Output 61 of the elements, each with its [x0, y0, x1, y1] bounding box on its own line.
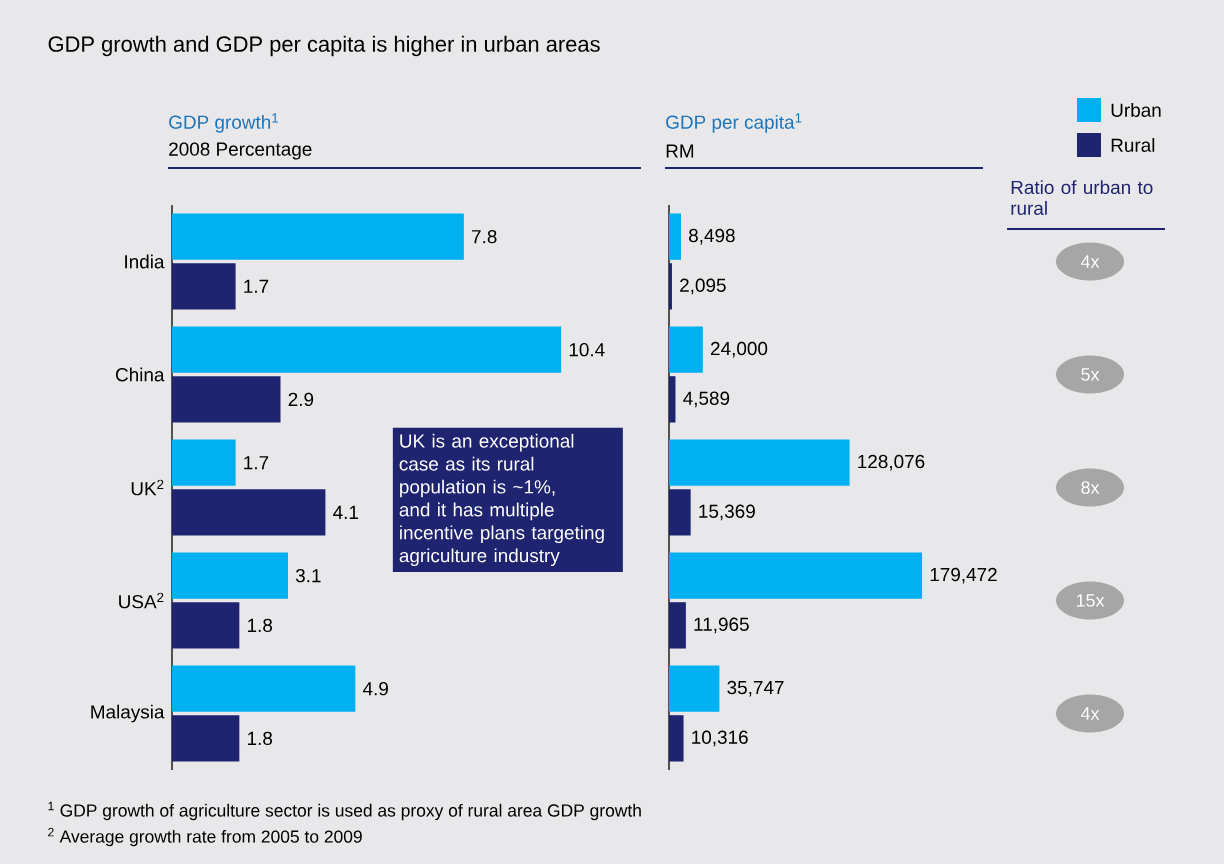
y-tick-label: UK$^{2}$	[131, 479, 164, 496]
data-label: 1.7	[244, 456, 269, 470]
data-label: 1.8	[247, 618, 273, 633]
bar	[172, 439, 236, 486]
y-tick-label: India	[125, 254, 165, 269]
data-label: 4.9	[362, 681, 388, 696]
bar	[172, 376, 281, 423]
text: 4x	[1080, 707, 1100, 720]
bar	[669, 376, 676, 423]
text: 4x	[1080, 255, 1100, 268]
data-label: 3.1	[295, 568, 321, 583]
bar	[669, 715, 684, 762]
data-label: 179,472	[930, 567, 997, 584]
data-label: 2,095	[680, 278, 726, 295]
data-label: 128,076	[858, 454, 925, 471]
y-tick-label: Malaysia	[91, 704, 165, 723]
text: 8x	[1081, 481, 1100, 494]
chart-subtitle: RM	[666, 144, 694, 158]
bar	[172, 213, 464, 260]
text: 15x	[1076, 594, 1105, 607]
y-tick-label: China	[115, 367, 165, 382]
bar	[172, 326, 562, 373]
bar	[669, 326, 703, 373]
chart-title: GDP per capita$^{1}$	[666, 113, 802, 133]
data-label: 24,000	[711, 341, 768, 358]
bar	[669, 602, 686, 649]
data-label: 1.8	[247, 731, 273, 746]
y-tick-label: USA$^{2}$	[119, 592, 164, 609]
bar	[172, 665, 356, 712]
data-label: 10.4	[569, 342, 605, 357]
data-label: 2.9	[288, 392, 314, 407]
text: Ratio of urban to rural	[1011, 180, 1153, 216]
text: $^{2}$ Average growth rate from 2005 to 2009	[48, 827, 362, 847]
data-label: 8,498	[689, 228, 735, 245]
bar	[669, 665, 720, 712]
annotation: UK is an exceptional case as its rural population is ~1%, and it has multiple incentive plans targeting agriculture industry	[399, 433, 604, 567]
bar	[172, 715, 240, 762]
bar	[669, 263, 672, 310]
text: 5x	[1081, 368, 1100, 381]
bar	[669, 489, 691, 536]
data-label: 4.1	[333, 505, 358, 519]
bar	[669, 439, 850, 486]
text: $^{1}$ GDP growth of agriculture sector is used as proxy of rural area GDP growth	[48, 801, 641, 821]
data-label: 11,965	[694, 617, 749, 634]
legend-label: Urban	[1111, 103, 1161, 117]
chart-subtitle: 2008 Percentage	[169, 142, 312, 160]
chart-title: GDP growth$^{1}$	[169, 113, 279, 133]
data-label: 1.7	[244, 279, 269, 293]
bar	[669, 552, 923, 599]
data-label: 35,747	[727, 680, 784, 697]
data-label: 4,589	[683, 391, 730, 408]
text: GDP growth and GDP per capita is higher in urban areas	[48, 35, 600, 57]
legend-label: Rural	[1111, 138, 1155, 152]
bar	[669, 213, 681, 260]
data-label: 7.8	[472, 229, 497, 244]
bar	[172, 489, 326, 536]
bar	[172, 552, 288, 599]
bar	[172, 602, 240, 649]
bar	[172, 263, 236, 310]
data-label: 10,316	[692, 730, 748, 747]
data-label: 15,369	[699, 504, 755, 521]
